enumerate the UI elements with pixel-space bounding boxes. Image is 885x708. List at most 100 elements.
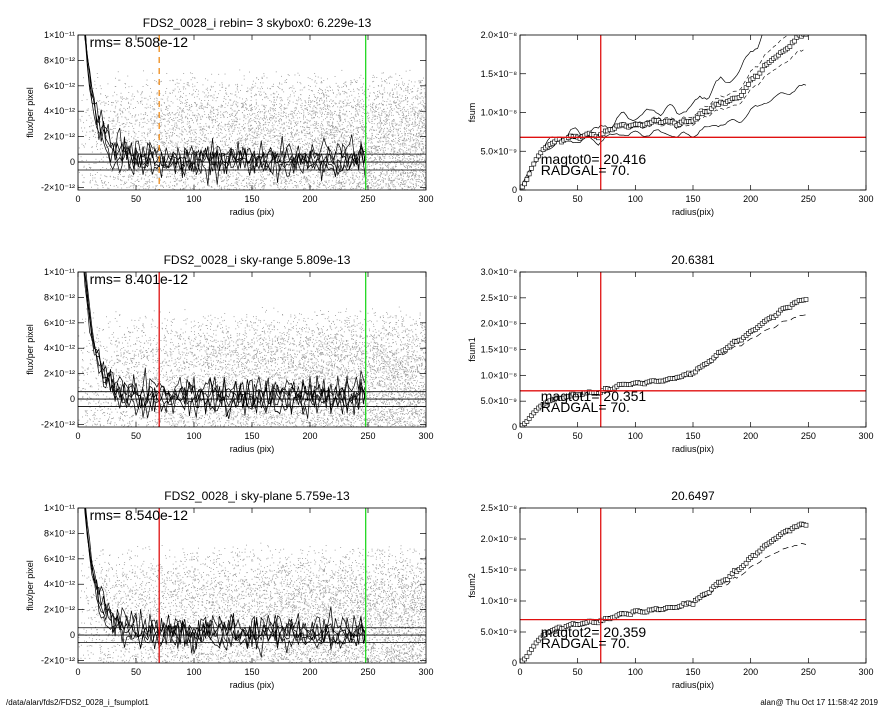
pixel-point [217, 208, 218, 209]
pixel-point [392, 204, 393, 205]
pixel-point [376, 231, 377, 232]
pixel-point [417, 205, 418, 206]
pixel-point [143, 214, 144, 215]
pixel-point [390, 180, 392, 181]
pixel-point [409, 199, 410, 200]
pixel-point [175, 215, 176, 216]
pixel-point [363, 109, 365, 111]
pixel-point [390, 180, 392, 182]
pixel-point [289, 227, 290, 228]
pixel-point [407, 166, 408, 167]
pixel-point [400, 161, 402, 162]
pixel-point [333, 127, 335, 129]
pixel-point [239, 133, 240, 135]
pixel-point [213, 94, 215, 96]
pixel-point [151, 199, 152, 200]
pixel-point [417, 203, 418, 204]
pixel-point [107, 95, 109, 97]
pixel-point [202, 134, 203, 136]
pixel-point [405, 246, 406, 247]
pixel-point [364, 227, 365, 228]
pixel-point [367, 138, 369, 140]
pixel-point [371, 204, 372, 205]
pixel-point [142, 190, 143, 191]
pixel-point [400, 87, 402, 89]
pixel-point [193, 163, 195, 165]
pixel-point [327, 112, 328, 114]
pixel-point [185, 172, 187, 174]
pixel-point [215, 221, 216, 222]
pixel-point [177, 251, 178, 252]
pixel-point [273, 196, 274, 197]
pixel-point [350, 120, 352, 121]
pixel-point [373, 187, 375, 189]
pixel-point [354, 193, 355, 194]
pixel-point [250, 105, 251, 106]
pixel-point [176, 194, 177, 195]
pixel-point [378, 179, 379, 181]
pixel-point [258, 136, 260, 138]
pixel-point [359, 127, 361, 128]
pixel-point [226, 180, 228, 182]
pixel-point [389, 122, 390, 124]
pixel-point [253, 191, 254, 192]
pixel-point [195, 174, 197, 175]
pixel-point [422, 123, 424, 125]
pixel-point [166, 145, 168, 147]
pixel-point [383, 180, 384, 182]
pixel-point [334, 130, 336, 132]
pixel-point [262, 124, 264, 126]
pixel-point [298, 195, 299, 196]
pixel-point [296, 124, 297, 126]
pixel-point [113, 199, 114, 200]
pixel-point [187, 172, 189, 173]
pixel-point [413, 193, 414, 194]
pixel-point [149, 203, 150, 204]
pixel-point [222, 211, 223, 212]
pixel-point [309, 110, 311, 112]
pixel-point [390, 154, 392, 156]
pixel-point [425, 211, 426, 212]
pixel-point [199, 167, 201, 169]
pixel-point [151, 219, 152, 220]
pixel-point [224, 206, 225, 207]
pixel-point [354, 208, 355, 209]
pixel-point [166, 138, 167, 140]
pixel-point [215, 141, 216, 143]
pixel-point [191, 73, 193, 74]
pixel-point [277, 244, 278, 245]
pixel-point [323, 96, 325, 98]
pixel-point [156, 239, 157, 240]
pixel-point [273, 101, 275, 103]
pixel-point [380, 148, 382, 150]
pixel-point [83, 77, 84, 79]
pixel-point [103, 223, 104, 224]
pixel-point [191, 137, 192, 139]
pixel-point [397, 229, 398, 230]
pixel-point [361, 232, 362, 233]
pixel-point [271, 85, 273, 87]
pixel-point [195, 213, 196, 214]
pixel-point [300, 83, 302, 85]
pixel-point [293, 145, 294, 146]
pixel-point [351, 186, 353, 188]
pixel-point [404, 207, 405, 208]
pixel-point [406, 210, 407, 211]
pixel-point [334, 137, 335, 139]
pixel-point [292, 204, 293, 205]
pixel-point [170, 206, 171, 207]
pixel-point [346, 147, 348, 149]
pixel-point [326, 94, 328, 96]
pixel-point [201, 213, 202, 214]
pixel-point [263, 141, 265, 143]
pixel-point [120, 197, 121, 198]
pixel-point [320, 98, 322, 100]
pixel-point [378, 175, 380, 176]
pixel-point [224, 185, 226, 187]
pixel-point [393, 108, 395, 110]
pixel-point [300, 178, 302, 180]
pixel-point [404, 83, 405, 85]
pixel-point [147, 208, 148, 209]
pixel-point [310, 106, 311, 108]
pixel-point [172, 226, 173, 227]
